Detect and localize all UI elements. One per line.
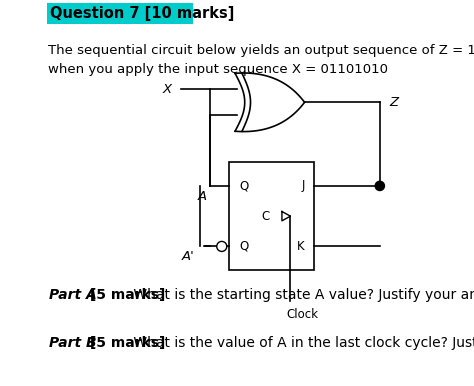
Text: when you apply the input sequence X = 01101010: when you apply the input sequence X = 01… bbox=[48, 63, 388, 76]
Text: Part A: Part A bbox=[49, 288, 97, 301]
Text: Part B: Part B bbox=[49, 336, 97, 350]
Text: Q: Q bbox=[239, 179, 248, 192]
Circle shape bbox=[375, 181, 384, 191]
Text: [5 marks]: [5 marks] bbox=[84, 336, 165, 350]
Bar bbox=[229, 162, 314, 270]
Text: A: A bbox=[198, 190, 207, 203]
Text: K: K bbox=[297, 240, 305, 253]
FancyBboxPatch shape bbox=[47, 3, 193, 24]
Text: X: X bbox=[162, 83, 172, 96]
Text: [5 marks]: [5 marks] bbox=[84, 288, 165, 301]
Text: C: C bbox=[262, 210, 270, 223]
Text: The sequential circuit below yields an output sequence of Z = 11011111: The sequential circuit below yields an o… bbox=[48, 44, 474, 58]
Circle shape bbox=[217, 241, 227, 251]
Text: Clock: Clock bbox=[287, 308, 319, 321]
Text: Z: Z bbox=[390, 96, 399, 109]
Text: J: J bbox=[301, 179, 305, 192]
Text: Q: Q bbox=[239, 240, 248, 253]
Text: What is the value of A in the last clock cycle? Justify your answer.: What is the value of A in the last clock… bbox=[129, 336, 474, 350]
Text: A': A' bbox=[182, 250, 194, 263]
Text: What is the starting state A value? Justify your answer.: What is the starting state A value? Just… bbox=[129, 288, 474, 301]
Text: Question 7 [10 marks]: Question 7 [10 marks] bbox=[50, 7, 235, 21]
